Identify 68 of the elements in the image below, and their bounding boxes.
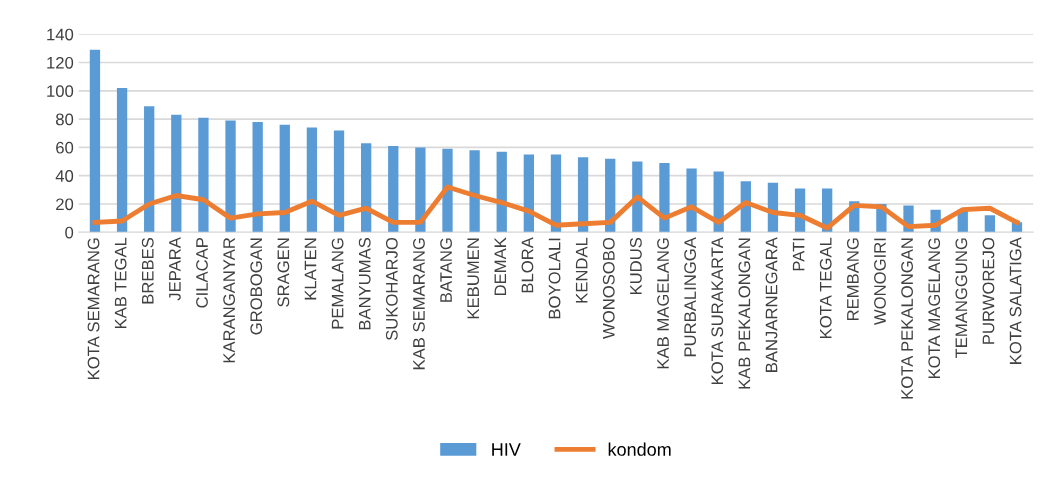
x-tick-label: KENDAL	[575, 237, 588, 303]
x-tick-label: KOTA MAGELANG	[928, 238, 941, 379]
bar	[306, 127, 318, 233]
bar	[550, 154, 562, 233]
x-tick-label: BATANG	[440, 238, 452, 302]
x-tick-label: BOYOLALI	[548, 238, 561, 319]
x-tick-label: KLATEN	[304, 238, 317, 300]
x-tick-label: KOTA PEKALONGAN	[901, 238, 913, 399]
bar	[686, 168, 697, 233]
bar	[225, 120, 236, 233]
x-tick-label: BLORA	[521, 237, 534, 293]
x-tick-label: WONOSOBO	[602, 237, 615, 339]
bar	[89, 49, 101, 233]
legend-label: HIV	[492, 443, 521, 456]
y-tick-label: 60	[56, 141, 74, 154]
x-tick-label: REMBANG	[846, 238, 859, 321]
x-tick-label: BREBES	[141, 237, 154, 304]
x-tick-label: KAB SEMARANG	[413, 238, 425, 370]
bar	[523, 154, 534, 233]
bar	[360, 143, 372, 233]
x-tick-label: KOTA SURAKARTA	[711, 237, 724, 384]
x-tick-label: SUKOHARJO	[385, 237, 398, 341]
x-tick-label: KOTA SEMARANG	[87, 238, 100, 380]
x-tick-label: KAB TEGAL	[114, 237, 127, 329]
x-tick-label: PATI	[792, 238, 805, 271]
y-tick-label: 40	[55, 170, 74, 182]
x-tick-label: DEMAK	[494, 237, 507, 296]
x-tick-label: WONOGIRI	[874, 238, 886, 326]
bar	[577, 157, 589, 233]
x-tick-label: KARANGANYAR	[223, 237, 236, 363]
x-tick-label: JEPARA	[169, 237, 181, 301]
y-tick-label: 0	[65, 226, 74, 239]
x-tick-label: KEBUMEN	[467, 238, 480, 319]
legend-label: kondom	[608, 442, 671, 456]
bar	[333, 130, 345, 233]
line-series	[92, 184, 1020, 231]
x-tick-label: KUDUS	[630, 237, 642, 295]
bar	[415, 147, 426, 233]
x-tick-label: PURBALINGGA	[684, 237, 697, 357]
x-tick-label: PEMALANG	[331, 238, 344, 329]
bar	[496, 151, 507, 233]
x-tick-label: TEMANGGUNG	[955, 238, 968, 359]
x-tick-label: BANYUMAS	[358, 237, 371, 330]
bar	[171, 114, 182, 233]
bar	[469, 150, 480, 233]
y-tick-label: 20	[56, 198, 74, 211]
x-tick-label: SRAGEN	[277, 238, 290, 307]
x-tick-label: KAB MAGELANG	[657, 238, 669, 369]
x-tick-label: PURWOREJO	[982, 237, 995, 344]
bar	[442, 148, 453, 233]
bar	[279, 124, 290, 233]
x-tick-label: KOTA TEGAL	[819, 237, 832, 338]
x-tick-label: CILACAP	[196, 238, 208, 308]
bar	[252, 121, 263, 233]
y-tick-label: 100	[47, 85, 74, 98]
y-tick-label: 140	[47, 28, 74, 41]
bar	[116, 87, 128, 233]
bar	[144, 106, 155, 233]
bar	[984, 215, 996, 233]
bar	[388, 145, 399, 233]
x-tick-label: KOTA SALATIGA	[1009, 237, 1022, 364]
bar	[198, 117, 209, 233]
x-tick-label: BANJARNEGARA	[765, 237, 778, 372]
y-tick-label: 80	[56, 113, 74, 126]
x-tick-label: KAB PEKALONGAN	[738, 238, 751, 389]
y-tick-label: 120	[47, 56, 74, 69]
x-tick-label: GROBOGAN	[250, 238, 263, 335]
bar	[659, 162, 670, 233]
